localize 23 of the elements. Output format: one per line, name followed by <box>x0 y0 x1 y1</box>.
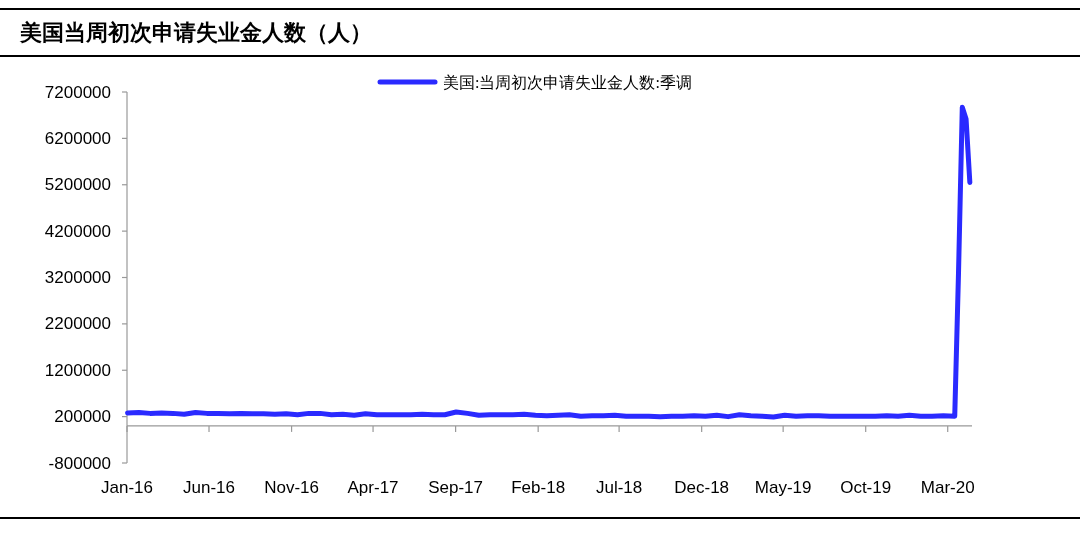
legend: 美国:当周初次申请失业金人数:季调 <box>377 73 692 91</box>
x-tick-label: Nov-16 <box>264 477 319 497</box>
y-tick-label: 3200000 <box>44 268 111 287</box>
y-tick-label: 200000 <box>54 407 111 427</box>
y-tick-label: 4200000 <box>44 221 111 241</box>
x-tick-label: Mar-20 <box>920 477 975 497</box>
y-tick-label: 6200000 <box>44 128 111 148</box>
chart-title: 美国当周初次申请失业金人数（人） <box>19 20 372 45</box>
y-tick-label: 2200000 <box>44 314 111 334</box>
x-tick-label: Sep-17 <box>428 477 484 497</box>
y-tick-label: 5200000 <box>44 175 111 195</box>
y-tick-label: 1200000 <box>44 360 111 380</box>
x-tick-label: Oct-19 <box>840 477 892 497</box>
y-tick-label: 7200000 <box>44 82 111 102</box>
x-tick-label: Apr-17 <box>347 477 399 497</box>
x-tick-label: Jan-16 <box>101 477 153 497</box>
y-tick-label: -800000 <box>48 453 111 473</box>
x-tick-label: Jul-18 <box>595 477 643 497</box>
x-tick-label: Jun-16 <box>183 477 236 497</box>
legend-label: 美国:当周初次申请失业金人数:季调 <box>443 73 692 91</box>
x-tick-label: Dec-18 <box>674 477 730 497</box>
x-tick-label: Feb-18 <box>511 477 566 497</box>
x-tick-label: May-19 <box>754 477 812 497</box>
